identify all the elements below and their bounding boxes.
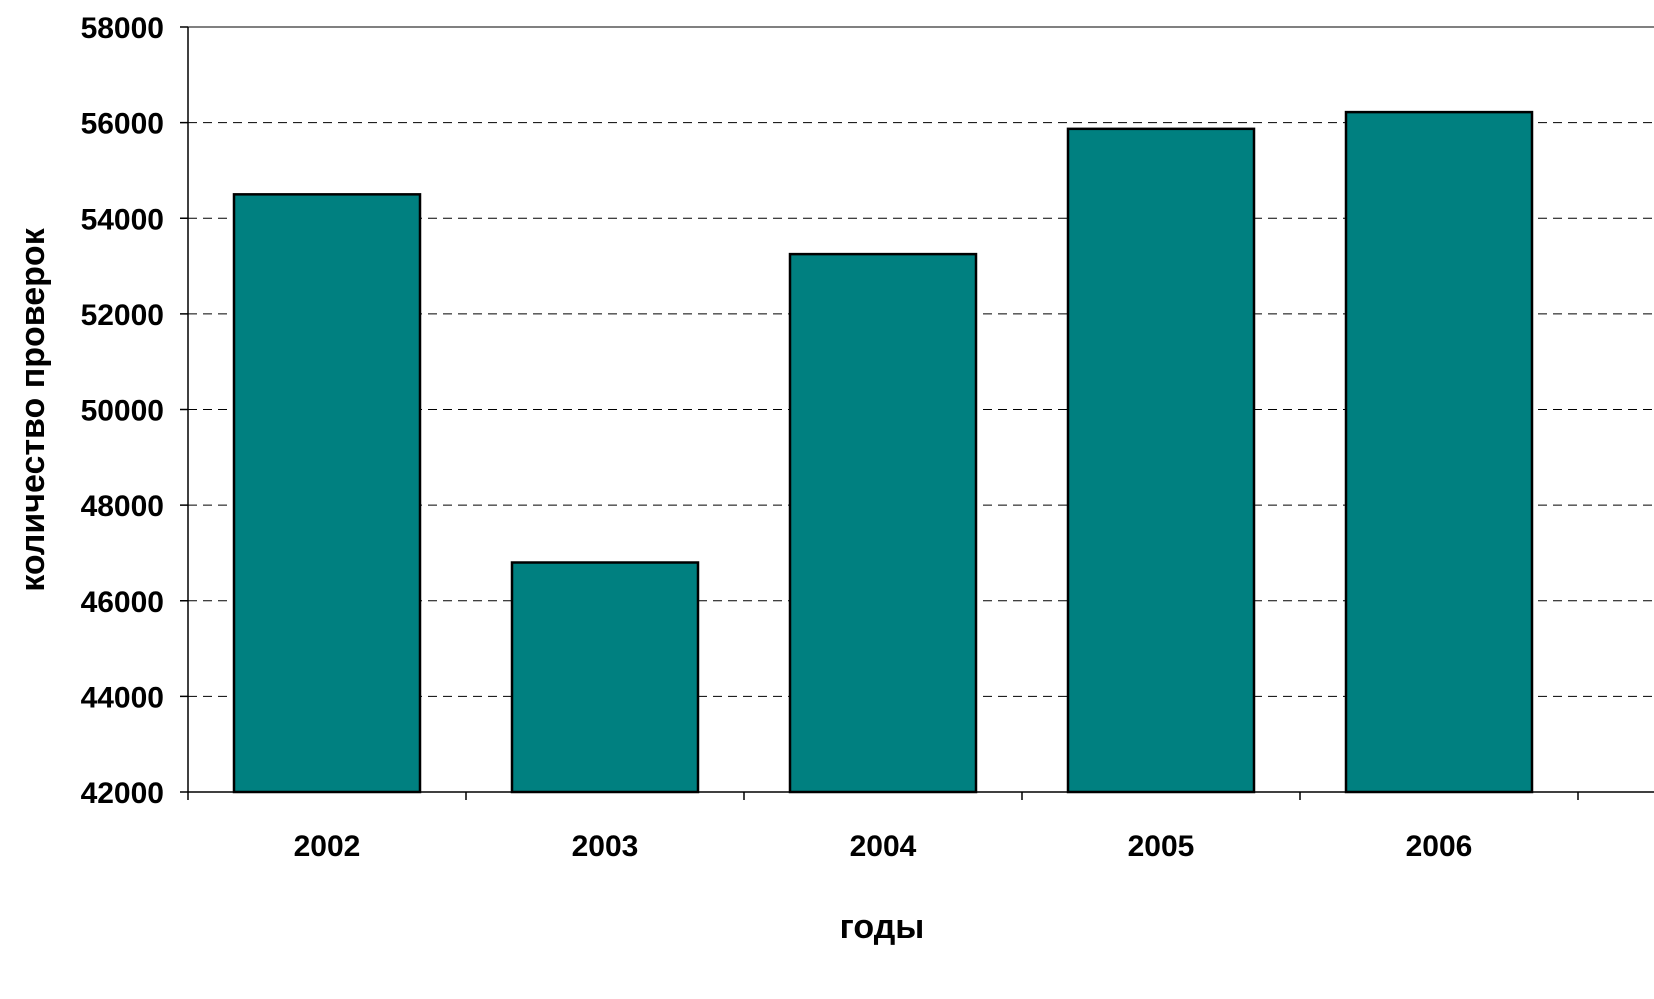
y-tick-label: 44000 [81,681,164,714]
bar-2004 [788,252,978,794]
bars [232,110,1534,794]
bar-2002 [232,193,422,794]
y-tick-label: 46000 [81,586,164,619]
y-tick-label: 54000 [81,203,164,236]
y-axis-ticks: 42000 44000 46000 48000 50000 52000 54000 56000… [81,12,188,810]
bar-2003 [510,561,700,794]
x-tick-label: 2002 [294,830,361,863]
y-tick-label: 58000 [81,12,164,45]
x-tick-label: 2006 [1406,830,1473,863]
bar-2005 [1066,127,1256,794]
x-axis-ticks: 2002 2003 2004 2005 2006 [187,792,1579,863]
y-tick-label: 50000 [81,395,164,428]
y-tick-label: 42000 [81,777,164,810]
y-tick-label: 56000 [81,108,164,141]
x-tick-label: 2003 [572,830,639,863]
y-tick-label: 48000 [81,490,164,523]
y-tick-label: 52000 [81,299,164,332]
x-tick-label: 2005 [1128,830,1195,863]
bar-2006 [1344,110,1534,794]
x-tick-label: 2004 [850,830,917,863]
y-axis-title: количество проверок [14,227,52,591]
x-axis-title: годы [840,908,925,946]
